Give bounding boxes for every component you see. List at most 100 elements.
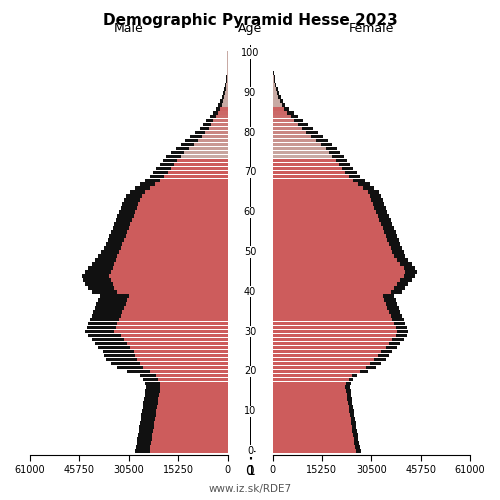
Bar	[112, 282, 228, 286]
Bar	[272, 146, 338, 150]
Bar	[126, 234, 228, 238]
Bar	[206, 119, 228, 122]
Bar	[272, 99, 280, 102]
Bar	[272, 123, 298, 126]
Bar	[124, 306, 228, 310]
Bar	[216, 107, 228, 110]
Bar	[110, 234, 228, 238]
Bar	[93, 310, 228, 314]
Bar	[135, 354, 228, 358]
Bar	[144, 378, 228, 381]
Bar	[138, 202, 228, 206]
Bar	[272, 226, 382, 230]
Bar	[142, 194, 228, 198]
Bar	[98, 346, 228, 350]
Bar	[272, 234, 397, 238]
Bar	[202, 134, 228, 138]
Bar	[272, 111, 287, 114]
Bar	[272, 115, 290, 118]
Bar	[272, 318, 404, 322]
Bar	[114, 286, 228, 290]
Bar	[272, 234, 386, 238]
Bar	[272, 258, 408, 262]
Bar	[227, 71, 228, 74]
Bar	[120, 246, 228, 250]
Text: 90: 90	[244, 88, 256, 98]
Bar	[272, 95, 278, 98]
Bar	[272, 298, 396, 302]
Bar	[272, 71, 274, 74]
Bar	[140, 418, 228, 421]
Bar	[272, 366, 366, 370]
Bar	[103, 350, 228, 354]
Bar	[272, 166, 342, 170]
Bar	[272, 314, 390, 318]
Bar	[272, 418, 355, 421]
Bar	[272, 410, 349, 413]
Bar	[138, 437, 228, 441]
Bar	[272, 437, 354, 441]
Bar	[272, 342, 389, 345]
Bar	[272, 346, 386, 350]
Bar	[272, 338, 392, 342]
Bar	[118, 366, 228, 370]
Bar	[142, 406, 228, 409]
Bar	[272, 127, 313, 130]
Bar	[106, 242, 228, 246]
Bar	[154, 422, 228, 425]
Bar	[110, 274, 228, 278]
Bar	[272, 270, 416, 274]
Text: 60: 60	[244, 207, 256, 217]
Bar	[116, 258, 228, 262]
Bar	[272, 430, 357, 433]
Text: Female: Female	[348, 22, 394, 35]
Bar	[174, 162, 228, 166]
Bar	[92, 290, 228, 294]
Bar	[222, 103, 228, 106]
Bar	[140, 374, 228, 377]
Bar	[272, 79, 276, 82]
Bar	[156, 414, 228, 417]
Bar	[144, 394, 228, 397]
Bar	[272, 274, 415, 278]
Bar	[272, 115, 298, 118]
Bar	[129, 294, 228, 298]
Bar	[272, 266, 415, 270]
Bar	[160, 386, 228, 389]
Bar	[272, 258, 397, 262]
Bar	[101, 250, 228, 254]
Bar	[95, 258, 228, 262]
Bar	[272, 330, 397, 334]
Bar	[85, 270, 228, 274]
Bar	[272, 290, 402, 294]
Text: Age: Age	[238, 22, 262, 35]
Bar	[218, 103, 228, 106]
Bar	[214, 119, 228, 122]
Text: 70: 70	[244, 168, 256, 177]
Bar	[272, 270, 405, 274]
Bar	[272, 445, 355, 449]
Bar	[88, 286, 228, 290]
Bar	[272, 374, 352, 377]
Bar	[211, 123, 228, 126]
Bar	[272, 103, 285, 106]
Bar	[118, 290, 228, 294]
Bar	[130, 190, 228, 194]
Bar	[272, 330, 408, 334]
Bar	[272, 338, 404, 342]
Bar	[272, 150, 329, 154]
Bar	[142, 410, 228, 413]
Bar	[195, 130, 228, 134]
Bar	[272, 398, 352, 401]
Bar	[272, 266, 404, 270]
Bar	[137, 441, 228, 445]
Bar	[164, 174, 228, 178]
Bar	[272, 434, 353, 437]
Bar	[111, 230, 228, 234]
Bar	[272, 67, 274, 70]
Bar	[272, 262, 400, 266]
Bar	[272, 246, 402, 250]
Bar	[272, 158, 347, 162]
Bar	[272, 134, 322, 138]
Bar	[272, 334, 407, 338]
